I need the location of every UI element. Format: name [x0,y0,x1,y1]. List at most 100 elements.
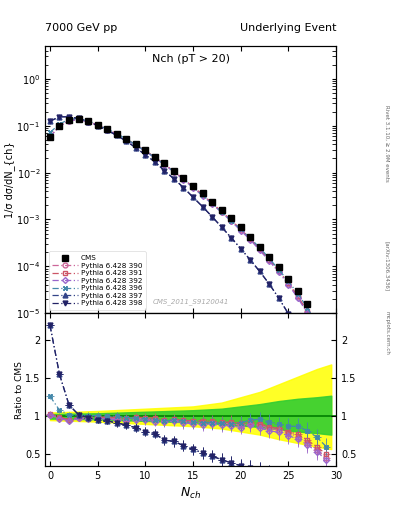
Pythia 6.428 391 [296,293,300,300]
Pythia 6.428 398 [172,176,176,182]
Pythia 6.428 398 [76,115,81,121]
Pythia 6.428 398 [257,268,262,274]
Pythia 6.428 390 [67,118,72,124]
Pythia 6.428 391 [57,123,62,129]
Pythia 6.428 397 [219,224,224,230]
Pythia 6.428 397 [48,118,52,124]
Pythia 6.428 397 [324,390,329,396]
CMS [286,275,291,282]
Pythia 6.428 398 [200,204,205,210]
Pythia 6.428 397 [86,118,90,124]
Pythia 6.428 398 [124,138,129,144]
Pythia 6.428 392 [172,169,176,175]
Y-axis label: 1/σ dσ/dN_{ch}: 1/σ dσ/dN_{ch} [4,141,15,218]
Pythia 6.428 397 [162,167,167,174]
CMS [114,131,119,137]
Pythia 6.428 391 [133,142,138,148]
Pythia 6.428 396 [152,155,157,161]
Pythia 6.428 398 [286,311,291,317]
Pythia 6.428 390 [219,209,224,215]
Pythia 6.428 398 [162,167,167,174]
Pythia 6.428 392 [86,119,90,125]
Pythia 6.428 398 [105,127,110,133]
Pythia 6.428 392 [181,177,186,183]
Pythia 6.428 398 [238,245,243,251]
Pythia 6.428 398 [95,123,100,129]
Pythia 6.428 398 [276,295,281,301]
Pythia 6.428 398 [296,327,300,333]
CMS [57,123,62,129]
Line: Pythia 6.428 398: Pythia 6.428 398 [48,114,329,395]
Pythia 6.428 391 [172,168,176,175]
Pythia 6.428 391 [162,161,167,167]
Pythia 6.428 396 [324,339,329,346]
Pythia 6.428 391 [191,184,195,190]
Pythia 6.428 398 [314,368,319,374]
CMS [324,329,329,335]
Pythia 6.428 391 [267,257,272,263]
Text: CMS_2011_S9120041: CMS_2011_S9120041 [152,298,229,305]
Pythia 6.428 391 [86,118,90,124]
Text: Underlying Event: Underlying Event [239,23,336,33]
Pythia 6.428 391 [67,117,72,123]
CMS [152,154,157,160]
Pythia 6.428 392 [143,148,148,154]
Pythia 6.428 391 [257,246,262,252]
Pythia 6.428 398 [324,390,329,396]
Pythia 6.428 392 [229,218,233,224]
Pythia 6.428 398 [133,144,138,151]
Pythia 6.428 392 [133,142,138,148]
Pythia 6.428 390 [314,327,319,333]
Pythia 6.428 396 [257,245,262,251]
CMS [276,264,281,270]
Pythia 6.428 398 [267,281,272,287]
Pythia 6.428 390 [95,122,100,128]
Pythia 6.428 396 [314,321,319,327]
Pythia 6.428 398 [67,114,72,120]
Pythia 6.428 397 [95,123,100,129]
Pythia 6.428 397 [248,257,253,263]
Pythia 6.428 398 [114,133,119,139]
Pythia 6.428 392 [305,310,310,316]
Pythia 6.428 396 [191,184,195,190]
Text: Rivet 3.1.10, ≥ 2.9M events: Rivet 3.1.10, ≥ 2.9M events [385,105,389,182]
Pythia 6.428 392 [191,184,195,190]
Pythia 6.428 391 [48,134,52,140]
Line: Pythia 6.428 397: Pythia 6.428 397 [48,114,329,395]
Pythia 6.428 396 [67,116,72,122]
Pythia 6.428 391 [276,268,281,274]
Pythia 6.428 398 [191,194,195,200]
Pythia 6.428 392 [114,132,119,138]
Pythia 6.428 397 [105,127,110,133]
Pythia 6.428 390 [114,131,119,137]
Pythia 6.428 390 [162,161,167,167]
Line: Pythia 6.428 396: Pythia 6.428 396 [47,116,329,345]
Pythia 6.428 391 [124,136,129,142]
Pythia 6.428 392 [267,258,272,264]
CMS [181,175,186,181]
Pythia 6.428 390 [181,176,186,182]
Pythia 6.428 396 [296,291,300,297]
Pythia 6.428 392 [95,122,100,129]
Pythia 6.428 396 [172,168,176,175]
Pythia 6.428 392 [200,193,205,199]
Pythia 6.428 397 [286,311,291,317]
Pythia 6.428 396 [162,161,167,167]
Pythia 6.428 390 [172,168,176,175]
Pythia 6.428 397 [191,194,195,200]
CMS [257,244,262,250]
Pythia 6.428 390 [200,192,205,198]
Pythia 6.428 396 [200,192,205,198]
Pythia 6.428 392 [124,137,129,143]
Pythia 6.428 397 [172,176,176,182]
Pythia 6.428 397 [181,184,186,190]
Text: Nch (pT > 20): Nch (pT > 20) [152,54,230,64]
Pythia 6.428 396 [48,130,52,136]
Pythia 6.428 396 [57,121,62,127]
Pythia 6.428 390 [210,200,215,206]
Pythia 6.428 392 [57,123,62,130]
Pythia 6.428 397 [152,159,157,165]
Pythia 6.428 398 [143,152,148,158]
Pythia 6.428 390 [133,142,138,148]
Pythia 6.428 392 [314,327,319,333]
